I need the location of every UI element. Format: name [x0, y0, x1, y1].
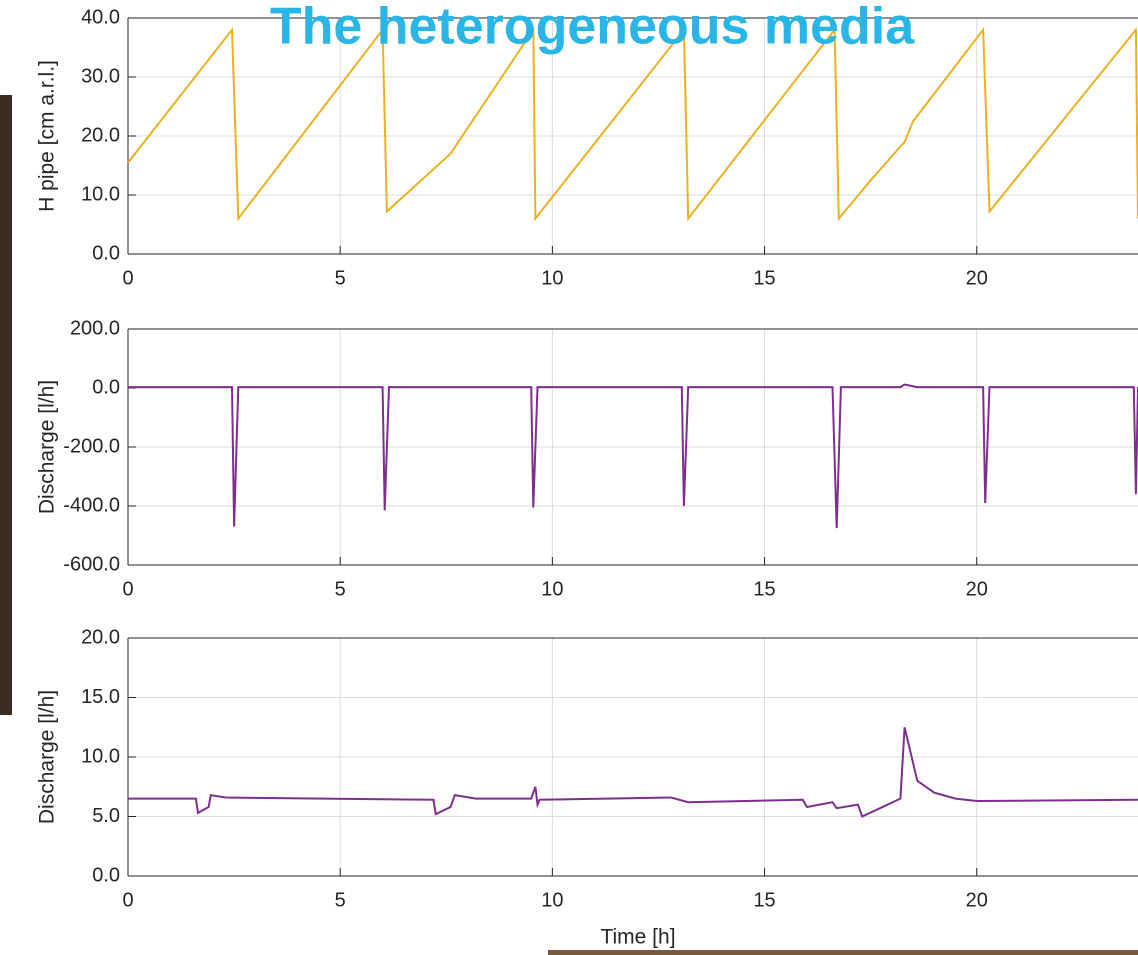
y-tick-label: 10.0 [81, 183, 120, 205]
y-tick-label: 5.0 [92, 805, 120, 827]
x-tick-label: 20 [966, 889, 988, 911]
y-tick-label: 30.0 [81, 65, 120, 87]
x-tick-label: 15 [753, 578, 775, 600]
y-tick-label: 200.0 [70, 317, 120, 339]
y-tick-label: 15.0 [81, 686, 120, 708]
x-tick-label: 0 [122, 267, 133, 289]
x-tick-label: 5 [335, 578, 346, 600]
x-tick-label: 0 [122, 578, 133, 600]
x-tick-label: 20 [966, 578, 988, 600]
y-tick-label: 40.0 [81, 6, 120, 28]
x-tick-label: 20 [966, 267, 988, 289]
x-tick-label: 10 [541, 267, 563, 289]
photo-fragment [548, 950, 1138, 955]
x-tick-label: 10 [541, 889, 563, 911]
charts: 0.0 10.0 20.0 30.0 40.0 0 5 10 15 20 H pipe [cm a.… [36, 6, 1138, 948]
y-tick-label: 20.0 [81, 626, 120, 648]
x-tick-label: 5 [335, 889, 346, 911]
x-tick-label: 0 [122, 889, 133, 911]
y-tick-label: -600.0 [63, 553, 120, 575]
x-tick-label: 10 [541, 578, 563, 600]
y-tick-label: 0.0 [92, 864, 120, 886]
y-tick-label: 10.0 [81, 745, 120, 767]
x-tick-label: 5 [335, 267, 346, 289]
x-axis-label: Time [h] [600, 926, 675, 949]
y-tick-label: 20.0 [81, 124, 120, 146]
photo-fragment [0, 95, 12, 715]
y-tick-label: -400.0 [63, 494, 120, 516]
y-tick-label: 0.0 [92, 242, 120, 264]
y-tick-label: -200.0 [63, 435, 120, 457]
y-axis-label: H pipe [cm a.r.l.] [36, 60, 59, 212]
x-tick-label: 15 [753, 267, 775, 289]
y-tick-label: 0.0 [92, 376, 120, 398]
slide: 0.0 10.0 20.0 30.0 40.0 0 5 10 15 20 H pipe [cm a.… [0, 0, 1138, 955]
y-axis-label: Discharge [l/h] [36, 690, 59, 824]
y-axis-label: Discharge [l/h] [36, 380, 59, 514]
slide-title: The heterogeneous media [270, 0, 915, 56]
x-tick-label: 15 [753, 889, 775, 911]
